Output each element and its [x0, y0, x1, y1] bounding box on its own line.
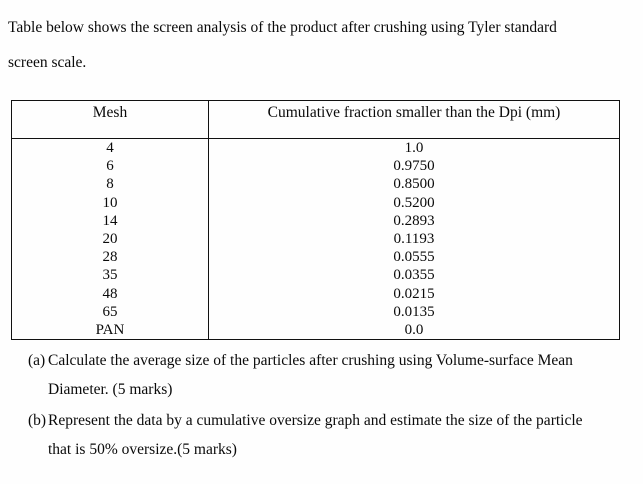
question-b-marker: (b) [28, 412, 47, 430]
mesh-cell: 10 [11, 193, 209, 212]
table-row: 28 0.0555 [11, 248, 620, 267]
fraction-cell: 0.8500 [208, 175, 620, 194]
table-row: 6 0.9750 [11, 157, 620, 176]
fraction-cell: 0.0135 [208, 302, 620, 322]
fraction-cell: 0.0215 [208, 284, 620, 303]
fraction-column-header: Cumulative fraction smaller than the Dpi… [208, 100, 620, 139]
table-row: 35 0.0355 [11, 266, 620, 285]
mesh-cell: 4 [11, 138, 209, 158]
question-b-text: Represent the data by a cumulative overs… [48, 412, 583, 459]
fraction-cell: 0.9750 [208, 157, 620, 176]
mesh-cell: 14 [11, 211, 209, 231]
fraction-cell: 0.1193 [208, 230, 620, 249]
table-row: 20 0.1193 [11, 230, 620, 249]
question-list: (a) Calculate the average size of the pa… [28, 346, 633, 464]
table-row: PAN 0.0 [11, 321, 620, 340]
table-row: 48 0.0215 [11, 284, 620, 303]
fraction-cell: 0.0555 [208, 248, 620, 267]
question-item-b: (b) Represent the data by a cumulative o… [28, 406, 633, 464]
mesh-cell: 48 [11, 284, 209, 303]
table-row: 10 0.5200 [11, 193, 620, 212]
table-row: 14 0.2893 [11, 211, 620, 231]
mesh-column-header: Mesh [11, 100, 209, 139]
mesh-cell: 28 [11, 248, 209, 267]
fraction-cell: 0.2893 [208, 211, 620, 231]
table-row: 65 0.0135 [11, 302, 620, 322]
table-header-row: Mesh Cumulative fraction smaller than th… [11, 100, 620, 139]
fraction-cell: 0.5200 [208, 193, 620, 212]
screen-analysis-table: Mesh Cumulative fraction smaller than th… [11, 100, 620, 341]
fraction-cell: 0.0 [208, 321, 620, 340]
intro-text: Table below shows the screen analysis of… [8, 19, 557, 71]
mesh-cell: 35 [11, 266, 209, 285]
question-item-a: (a) Calculate the average size of the pa… [28, 346, 633, 404]
table-row: 4 1.0 [11, 138, 620, 158]
mesh-cell: 8 [11, 175, 209, 194]
mesh-cell: 20 [11, 230, 209, 249]
document-page: Table below shows the screen analysis of… [0, 10, 643, 484]
mesh-cell: 65 [11, 302, 209, 322]
mesh-cell: PAN [11, 321, 209, 340]
screen-analysis-table-body: 4 1.0 6 0.9750 8 0.8500 10 0.5200 14 0.2893 20 0.11… [11, 138, 620, 340]
question-a-marker: (a) [28, 352, 46, 370]
table-row: 8 0.8500 [11, 175, 620, 194]
mesh-cell: 6 [11, 157, 209, 176]
question-a-text: Calculate the average size of the partic… [48, 352, 573, 399]
fraction-cell: 1.0 [208, 138, 620, 158]
fraction-cell: 0.0355 [208, 266, 620, 285]
